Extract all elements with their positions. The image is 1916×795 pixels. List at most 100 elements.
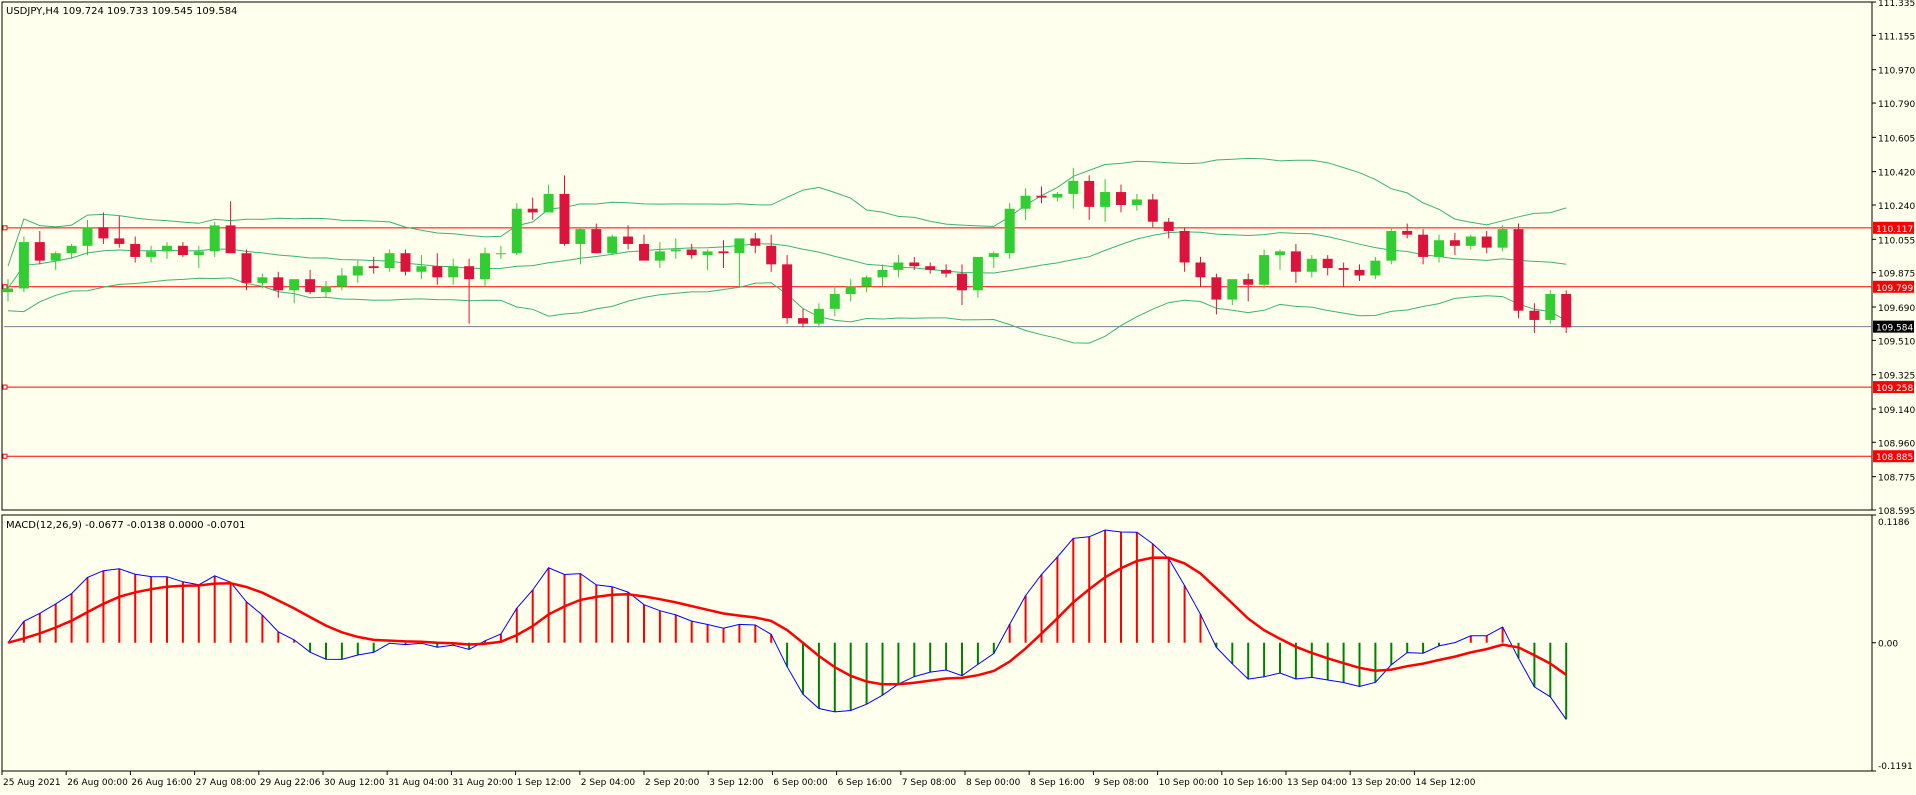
candle-bull: [352, 266, 363, 276]
candle-bull: [1052, 193, 1063, 198]
candle-bull: [1275, 251, 1285, 256]
candle-bear: [130, 243, 141, 257]
candle-bull: [193, 251, 204, 256]
level-price-tag: [1873, 221, 1914, 234]
candle-bear: [225, 225, 236, 254]
candle-bear: [1561, 294, 1572, 328]
current-price-label: 109.584: [1876, 324, 1913, 334]
candle-bear: [177, 245, 188, 256]
candle-bear: [925, 266, 936, 270]
candle-bull: [511, 208, 522, 254]
price-tick-label: 110.605: [1878, 134, 1915, 144]
candle-bear: [305, 279, 316, 293]
candle-bear: [1195, 262, 1206, 278]
candle-bull: [1306, 258, 1317, 272]
price-tick-label: 109.875: [1878, 270, 1915, 280]
time-tick-label: 13 Sep 20:00: [1351, 778, 1411, 788]
time-tick-label: 10 Sep 16:00: [1223, 778, 1283, 788]
candle-bull: [654, 251, 665, 261]
candle-bear: [750, 238, 761, 246]
time-tick-label: 6 Sep 16:00: [838, 778, 893, 788]
candle-bull: [1497, 229, 1508, 248]
candle-bear: [957, 273, 967, 291]
candle-bear: [1529, 310, 1540, 320]
candle-bull: [988, 253, 999, 257]
candle-bull: [480, 253, 490, 280]
level-price-tag: [1873, 280, 1914, 293]
macd-pane[interactable]: [1, 514, 1873, 772]
candle-bull: [861, 277, 872, 287]
horizontal-levels[interactable]: 110.117 109.799 109.258 108.885 109.584: [2, 221, 1914, 463]
candle-bear: [1290, 251, 1301, 272]
candle-bear: [1449, 240, 1460, 246]
level-anchor: [2, 384, 8, 390]
level-price-label: 110.117: [1876, 225, 1913, 235]
time-tick-label: 6 Sep 00:00: [773, 778, 828, 788]
price-tick-label: 109.510: [1878, 337, 1915, 347]
time-tick-label: 31 Aug 20:00: [452, 778, 513, 788]
candle-bull: [1259, 255, 1270, 285]
time-tick-label: 10 Sep 00:00: [1159, 778, 1219, 788]
candle-bear: [98, 227, 109, 239]
price-tick-label: 108.775: [1878, 474, 1915, 484]
price-tick-label: 110.240: [1878, 202, 1915, 212]
level-anchor: [2, 453, 8, 459]
candle-bear: [241, 253, 252, 283]
candle-bear: [1243, 279, 1254, 285]
candle-bear: [1084, 180, 1095, 207]
candle-bear: [1513, 229, 1524, 311]
candle-bull: [384, 253, 395, 269]
candle-bull: [1068, 180, 1079, 194]
candle-bull: [257, 277, 268, 283]
candle-bear: [1354, 269, 1365, 276]
candle-bear: [1481, 236, 1492, 248]
main-price-pane[interactable]: [1, 1, 1873, 511]
candle-bull: [575, 229, 586, 244]
time-tick-label: 8 Sep 16:00: [1030, 778, 1085, 788]
candle-bull: [321, 286, 331, 293]
candle-bull: [495, 253, 506, 255]
candle-bear: [34, 242, 45, 261]
price-tick-label: 110.055: [1878, 236, 1915, 246]
time-tick-label: 14 Sep 12:00: [1415, 778, 1475, 788]
candle-bull: [1131, 199, 1142, 206]
price-tick-label: 109.140: [1878, 406, 1915, 416]
candle-bear: [1116, 192, 1126, 206]
time-tick-label: 8 Sep 00:00: [966, 778, 1021, 788]
time-tick-label: 27 Aug 08:00: [196, 778, 257, 788]
candle-bull: [1434, 240, 1444, 257]
price-tick-label: 108.595: [1878, 507, 1915, 517]
price-tick-label: 110.970: [1878, 67, 1915, 77]
candle-bull: [66, 245, 77, 254]
candle-bull: [1227, 279, 1238, 300]
macd-indicator: [7, 529, 1568, 720]
candle-bull: [829, 294, 840, 309]
macd-title: MACD(12,26,9) -0.0677 -0.0138 0.0000 -0.…: [6, 520, 245, 531]
candle-bull: [734, 238, 745, 254]
macd-line: [7, 529, 1567, 720]
candle-bear: [1147, 199, 1158, 222]
time-tick-label: 30 Aug 12:00: [324, 778, 385, 788]
candle-bear: [368, 266, 379, 269]
candle-bear: [639, 243, 649, 261]
macd-tick-label: 0.00: [1878, 640, 1898, 650]
price-tick-label: 111.155: [1878, 32, 1915, 42]
candle-bear: [941, 269, 952, 274]
candle-bear: [559, 193, 570, 244]
candle-bear: [464, 266, 475, 280]
level-anchor: [2, 284, 8, 290]
current-price-tag: [1873, 320, 1914, 333]
price-tick-label: 111.335: [1878, 0, 1915, 9]
candle-bear: [1179, 230, 1190, 263]
candle-bull: [893, 262, 904, 270]
candle-bear: [909, 262, 920, 267]
time-tick-label: 29 Aug 22:06: [260, 778, 321, 788]
macd-axis: 0.1186 0.00 -0.1191: [1872, 514, 1913, 772]
candle-bear: [114, 238, 125, 244]
candle-bull: [1100, 192, 1111, 207]
middle-band: [7, 231, 1567, 289]
candle-bull: [670, 249, 681, 252]
candle-bull: [3, 288, 13, 293]
